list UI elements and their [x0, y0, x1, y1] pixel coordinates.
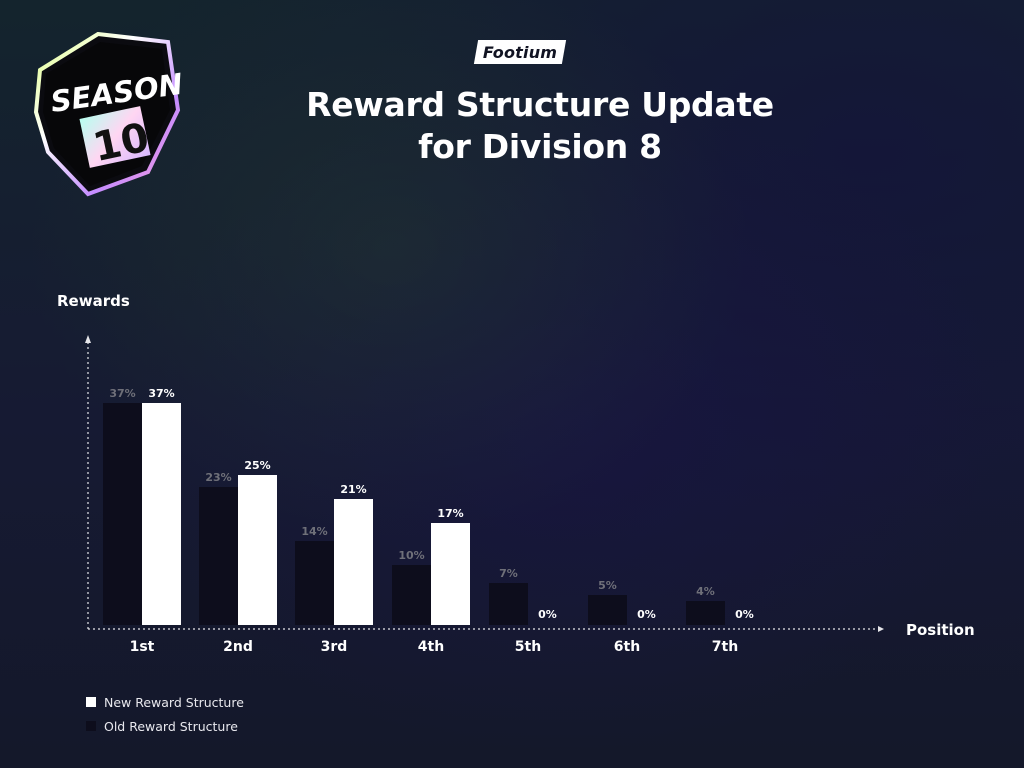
label-new-6th: 0%: [637, 608, 656, 621]
bars-group: [103, 403, 725, 625]
label-old-5th: 7%: [499, 567, 518, 580]
label-old-3rd: 14%: [301, 525, 327, 538]
bar-old-5th: [489, 583, 528, 625]
axes-group: Rewards Position: [57, 292, 975, 639]
label-old-7th: 4%: [696, 585, 715, 598]
bar-old-1st: [103, 403, 142, 625]
y-axis-arrow-icon: [85, 335, 91, 343]
x-tick-6th: 6th: [614, 639, 640, 655]
bar-new-1st: [142, 403, 181, 625]
bar-old-7th: [686, 601, 725, 625]
bar-old-4th: [392, 565, 431, 625]
bar-new-4th: [431, 523, 470, 625]
legend-item-old: Old Reward Structure: [86, 714, 244, 738]
x-tick-3rd: 3rd: [321, 639, 348, 655]
x-axis-arrow-icon: [878, 626, 884, 632]
chart-legend: New Reward Structure Old Reward Structur…: [86, 690, 244, 738]
x-tick-1st: 1st: [130, 639, 155, 655]
y-axis-label: Rewards: [57, 292, 130, 310]
bar-old-2nd: [199, 487, 238, 625]
x-tick-5th: 5th: [515, 639, 541, 655]
legend-label-new: New Reward Structure: [104, 694, 244, 710]
label-old-4th: 10%: [398, 549, 424, 562]
badge-number-text: 10: [89, 115, 153, 172]
bar-new-2nd: [238, 475, 277, 625]
bar-old-6th: [588, 595, 627, 625]
label-old-1st: 37%: [109, 387, 135, 400]
label-new-2nd: 25%: [244, 459, 270, 472]
x-tick-2nd: 2nd: [223, 639, 253, 655]
label-new-4th: 17%: [437, 507, 463, 520]
legend-swatch-old: [86, 721, 96, 731]
page-title: Reward Structure Update for Division 8: [240, 84, 840, 168]
label-old-6th: 5%: [598, 579, 617, 592]
x-tick-4th: 4th: [418, 639, 444, 655]
label-new-7th: 0%: [735, 608, 754, 621]
legend-label-old: Old Reward Structure: [104, 718, 238, 734]
labels-group: 37% 37% 1st 23% 25% 2nd 14% 21% 3rd 10% 17% 4th 7% 0%…: [109, 387, 754, 655]
label-new-3rd: 21%: [340, 483, 366, 496]
season-10-badge-logo: SEASON 10: [33, 32, 185, 197]
bar-old-3rd: [295, 541, 334, 625]
label-new-1st: 37%: [148, 387, 174, 400]
x-tick-7th: 7th: [712, 639, 738, 655]
legend-item-new: New Reward Structure: [86, 690, 244, 714]
bar-new-3rd: [334, 499, 373, 625]
title-line-2: for Division 8: [418, 127, 662, 166]
label-old-2nd: 23%: [205, 471, 231, 484]
legend-swatch-new: [86, 697, 96, 707]
label-new-5th: 0%: [538, 608, 557, 621]
x-axis-label: Position: [906, 621, 975, 639]
title-line-1: Reward Structure Update: [306, 85, 774, 124]
